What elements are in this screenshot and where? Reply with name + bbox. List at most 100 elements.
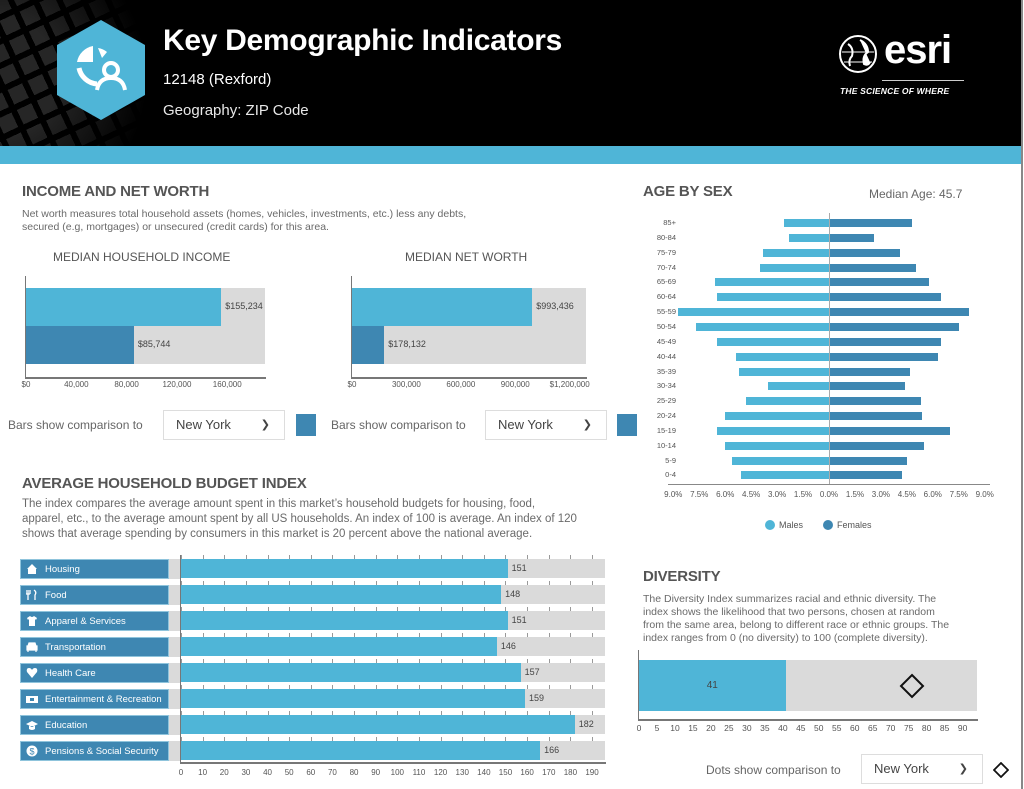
gridline-tick <box>375 737 377 741</box>
gridline-tick <box>181 581 182 585</box>
x-tick-label: 60 <box>306 768 316 777</box>
gridline-tick <box>202 633 204 637</box>
gridline-tick <box>267 633 269 637</box>
gridline-tick <box>224 633 226 637</box>
x-axis-line <box>180 762 606 764</box>
female-bar <box>829 426 951 435</box>
gridline-tick <box>440 633 442 637</box>
x-tick-label: 45 <box>796 723 806 733</box>
x-tick-label: 110 <box>412 768 426 777</box>
bar-value-label: $155,234 <box>225 301 263 311</box>
gridline-tick <box>440 659 442 663</box>
shirt-icon <box>27 616 37 626</box>
female-bar <box>829 382 906 391</box>
gridline-tick <box>505 711 507 715</box>
networth-comparison-select[interactable]: New York ❯ <box>485 410 607 440</box>
male-bar <box>716 426 829 435</box>
x-tick-label: 140 <box>477 768 491 777</box>
gridline-tick <box>375 633 377 637</box>
gridline-tick <box>505 685 507 689</box>
gridline-tick <box>267 659 269 663</box>
esri-wordmark: esri <box>884 28 952 72</box>
budget-category-label: Education <box>20 715 169 735</box>
gridline-tick <box>310 737 312 741</box>
bar-value-label: $993,436 <box>536 301 574 311</box>
gridline-tick <box>592 607 594 611</box>
row-spacer <box>169 559 181 579</box>
x-tick-label: 85 <box>939 723 950 733</box>
female-bar <box>829 441 925 450</box>
gridline-tick <box>548 633 550 637</box>
budget-category-label: Food <box>20 585 169 605</box>
male-bar <box>768 382 829 391</box>
female-bar <box>829 308 970 317</box>
gridline-tick <box>332 685 334 689</box>
gridline-tick <box>592 581 594 585</box>
gridline-tick <box>332 633 334 637</box>
row-spacer <box>169 637 181 657</box>
gridline-tick <box>310 581 312 585</box>
male-bar <box>678 308 829 317</box>
gridline-tick <box>267 607 269 611</box>
x-tick-label: 10 <box>198 768 208 777</box>
gridline-tick <box>440 607 442 611</box>
graduation-cap-icon <box>26 721 38 730</box>
x-tick-label: 80,000 <box>114 380 139 389</box>
gridline-tick <box>224 737 226 741</box>
gridline-tick <box>397 659 399 663</box>
gridline-tick <box>354 685 356 689</box>
x-tick-label: 130 <box>455 768 469 777</box>
gridline-tick <box>483 711 485 715</box>
x-tick-label: 120 <box>433 768 448 777</box>
income-comparison-select[interactable]: New York ❯ <box>163 410 285 440</box>
gridline-tick <box>332 581 334 585</box>
gridline-tick <box>527 737 529 741</box>
geography-label: Geography: ZIP Code <box>163 102 309 119</box>
male-bar <box>732 456 829 465</box>
gridline-tick <box>310 711 312 715</box>
gridline-tick <box>354 555 356 559</box>
female-bar <box>829 412 923 421</box>
bar <box>181 611 508 630</box>
age-group-label: 25-29 <box>656 396 676 406</box>
diversity-bar <box>639 660 787 711</box>
diversity-comparison-select[interactable]: New York ❯ <box>861 754 983 784</box>
gridline-tick <box>570 581 572 585</box>
y-axis-line <box>638 650 639 719</box>
x-tick-label: 80 <box>349 768 359 777</box>
budget-category-text: Transportation <box>45 642 106 653</box>
gridline-tick <box>332 711 334 715</box>
gridline-tick <box>462 711 464 715</box>
gridline-tick <box>592 555 594 559</box>
female-bar <box>829 248 900 257</box>
gridline-tick <box>418 555 420 559</box>
female-bar <box>829 397 921 406</box>
gridline-tick <box>592 633 594 637</box>
gridline-tick <box>245 685 247 689</box>
x-tick-label: 20 <box>706 723 716 733</box>
x-tick-label: 30 <box>241 768 251 777</box>
gridline-tick <box>245 555 247 559</box>
budget-description-line3: shows that average spending by consumers… <box>22 528 533 540</box>
x-tick-label: 65 <box>867 723 878 733</box>
diversity-description-line4: index ranges from 0 (no diversity) to 10… <box>643 632 928 644</box>
gridline-tick <box>483 555 485 559</box>
y-axis-line <box>351 276 352 377</box>
age-group-label: 75-79 <box>656 247 676 257</box>
gridline-tick <box>548 581 550 585</box>
age-group-label: 5-9 <box>665 455 676 465</box>
x-tick-label: 40 <box>778 723 788 733</box>
gridline-tick <box>462 581 464 585</box>
x-tick-label: 50 <box>814 723 824 733</box>
diversity-description-line1: The Diversity Index summarizes racial an… <box>643 593 937 605</box>
gridline-tick <box>267 737 269 741</box>
bar-value-label: 182 <box>578 719 594 729</box>
gridline-tick <box>440 711 442 715</box>
legend-males-marker <box>765 520 775 530</box>
gridline-tick <box>202 711 204 715</box>
x-tick-label: 90 <box>371 768 381 777</box>
row-spacer <box>169 611 181 631</box>
bar-value-label: 146 <box>500 641 516 651</box>
x-tick-label: 4.5% <box>897 490 916 500</box>
row-spacer <box>169 715 181 735</box>
